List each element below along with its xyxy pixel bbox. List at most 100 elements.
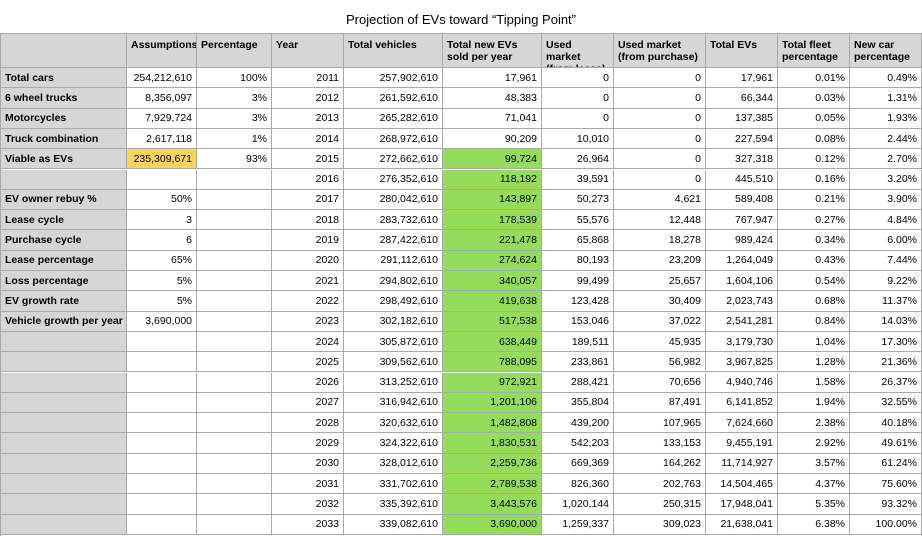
cell: 2014 (272, 128, 344, 150)
cell: Viable as EVs (1, 149, 127, 170)
cell (197, 352, 272, 373)
cell: 265,282,610 (344, 108, 443, 129)
column-header: Assumptions (127, 34, 197, 68)
cell: 90,209 (443, 128, 542, 150)
cell: 2028 (272, 413, 344, 434)
cell: 0.03% (778, 88, 850, 109)
cell: 0 (614, 169, 706, 190)
cell: 164,262 (614, 453, 706, 474)
cell: 221,478 (443, 230, 542, 251)
cell: 2.92% (778, 433, 850, 454)
cell: 445,510 (706, 169, 778, 190)
cell (127, 372, 197, 393)
cell: 294,802,610 (344, 271, 443, 292)
cell: 17,961 (706, 68, 778, 89)
cell: 17,961 (443, 68, 542, 89)
cell (127, 413, 197, 434)
cell: 788,095 (443, 352, 542, 373)
cell: 419,638 (443, 291, 542, 312)
cell: 276,352,610 (344, 169, 443, 190)
cell: 5% (127, 271, 197, 292)
cell: 61.24% (850, 453, 922, 474)
cell (197, 494, 272, 515)
cell: 3,967,825 (706, 352, 778, 373)
cell: 17.30% (850, 331, 922, 353)
cell: 100.00% (850, 514, 922, 535)
cell: 280,042,610 (344, 189, 443, 211)
cell: 0.54% (778, 271, 850, 292)
cell: Truck combination (1, 128, 127, 150)
cell (197, 474, 272, 495)
cell: 2016 (272, 169, 344, 190)
cell: 55,576 (542, 210, 614, 231)
cell: 30,409 (614, 291, 706, 312)
cell: 4,940,746 (706, 372, 778, 393)
cell: 5% (127, 291, 197, 312)
cell: 335,392,610 (344, 494, 443, 515)
cell (197, 271, 272, 292)
cell: 0 (614, 128, 706, 150)
cell (197, 311, 272, 332)
cell: Motorcycles (1, 108, 127, 129)
cell: 50% (127, 189, 197, 211)
cell: Vehicle growth per year (1, 311, 127, 332)
cell (1, 514, 127, 535)
cell: 0.21% (778, 189, 850, 211)
cell: 11,714,927 (706, 453, 778, 474)
cell: 302,182,610 (344, 311, 443, 332)
cell: 2,789,538 (443, 474, 542, 495)
cell (197, 392, 272, 414)
cell: 123,428 (542, 291, 614, 312)
cell: 309,562,610 (344, 352, 443, 373)
cell: 9.22% (850, 271, 922, 292)
cell: 25,657 (614, 271, 706, 292)
cell: 2018 (272, 210, 344, 231)
cell: 0 (614, 149, 706, 170)
cell: 1.93% (850, 108, 922, 129)
cell: 283,732,610 (344, 210, 443, 231)
cell: 17,948,041 (706, 494, 778, 515)
cell: 3.90% (850, 189, 922, 211)
cell: 6,141,852 (706, 392, 778, 414)
cell: 1.94% (778, 392, 850, 414)
cell: 2,259,736 (443, 453, 542, 474)
cell: 324,322,610 (344, 433, 443, 454)
cell: 4,621 (614, 189, 706, 211)
cell (127, 433, 197, 454)
cell: 250,315 (614, 494, 706, 515)
cell (1, 392, 127, 414)
cell (197, 169, 272, 190)
cell: 93% (197, 149, 272, 170)
cell: 2026 (272, 372, 344, 393)
cell: Loss percentage (1, 271, 127, 292)
cell: 10,010 (542, 128, 614, 150)
cell: 133,153 (614, 433, 706, 454)
cell: 14,504,465 (706, 474, 778, 495)
cell: 1,604,106 (706, 271, 778, 292)
cell (197, 210, 272, 231)
cell: 9,455,191 (706, 433, 778, 454)
cell: Lease percentage (1, 250, 127, 271)
column-header: New car percentage (850, 34, 922, 68)
cell: 767,947 (706, 210, 778, 231)
cell: 56,982 (614, 352, 706, 373)
cell: 37,022 (614, 311, 706, 332)
cell: 517,538 (443, 311, 542, 332)
cell: 1,830,531 (443, 433, 542, 454)
cell: 0.68% (778, 291, 850, 312)
cell (197, 331, 272, 353)
cell (197, 514, 272, 535)
column-header: Total new EVs sold per year (443, 34, 542, 68)
cell: 0.84% (778, 311, 850, 332)
cell: 233,861 (542, 352, 614, 373)
cell: 8,356,097 (127, 88, 197, 109)
cell: 0 (542, 88, 614, 109)
cell: 14.03% (850, 311, 922, 332)
cell: 2032 (272, 494, 344, 515)
cell: 274,624 (443, 250, 542, 271)
cell: 1% (197, 128, 272, 150)
cell: 3.57% (778, 453, 850, 474)
cell (197, 230, 272, 251)
cell: 355,804 (542, 392, 614, 414)
cell: 66,344 (706, 88, 778, 109)
